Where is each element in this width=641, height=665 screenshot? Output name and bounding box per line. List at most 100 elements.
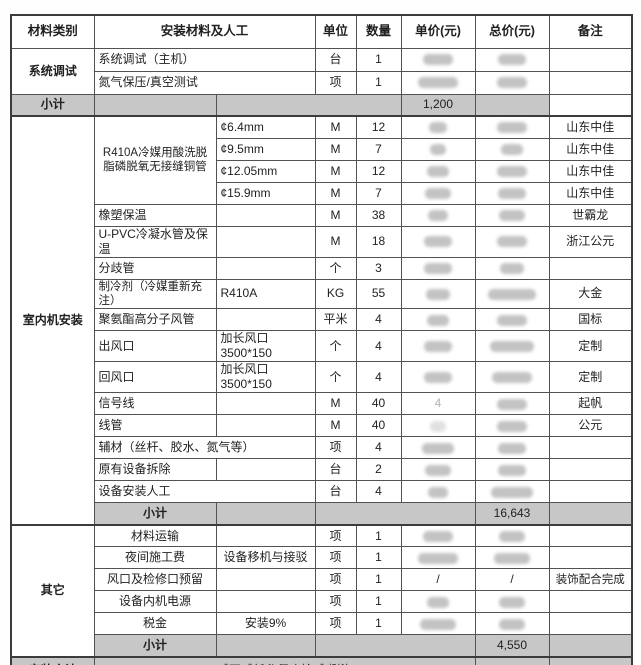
- cell-category: 安装合计: [10, 655, 95, 665]
- cell-remark: [548, 523, 633, 548]
- cell-item: R410A冷媒用酸洗脱脂磷脱氧无接缝铜管: [93, 115, 217, 205]
- cell-qty: 55: [355, 278, 402, 310]
- cell-total-price: [474, 480, 550, 504]
- cell-subtotal-label: 小计: [10, 93, 95, 117]
- cell-unit: 台: [314, 458, 357, 482]
- redacted-value: [429, 122, 448, 134]
- cell-spec: 加长风口 3500*150: [215, 361, 316, 394]
- cell-unit: 项: [314, 546, 357, 570]
- cell-qty: 4: [355, 330, 402, 363]
- row-wire-conduit: 线管 M 40 公元: [11, 414, 633, 438]
- cell-item: 原有设备拆除: [93, 458, 217, 482]
- cell-remark: 起帆: [548, 392, 633, 416]
- cell-spec: ¢9.5mm: [215, 137, 316, 161]
- redacted-value: [497, 314, 528, 326]
- cell-total-price: [474, 523, 550, 548]
- redacted-value: [498, 464, 527, 476]
- cell-merged: [215, 93, 402, 117]
- row-vent-access-reserve: 风口及检修口预留项 1// 装饰配合完成: [11, 568, 633, 592]
- cell-qty: 38: [355, 203, 402, 227]
- cell-spec: 安装9%: [215, 612, 316, 636]
- cell-remark: [548, 256, 633, 280]
- cell-unit: 平米: [314, 308, 357, 332]
- row-material-transport: 其它 材料运输项 1: [10, 523, 633, 658]
- cell-total-price: [474, 458, 550, 482]
- cell-total-price: [474, 361, 550, 394]
- cell-remark: 浙江公元: [548, 225, 633, 258]
- cell-item: 系统调试（主机）: [93, 47, 316, 72]
- col-unit: 单位: [314, 14, 357, 49]
- cell-item: 出风口: [93, 330, 217, 363]
- cell-spec: [215, 414, 316, 438]
- cell-unit: 个: [314, 256, 357, 280]
- redacted-value: [424, 262, 453, 274]
- cell-unit: 项: [314, 568, 357, 592]
- cell-spec: [215, 590, 316, 614]
- cell-unit-price: [400, 225, 476, 258]
- cell-spec: [215, 458, 316, 482]
- cell-qty: 1: [355, 523, 402, 548]
- redacted-value: [499, 618, 526, 630]
- redacted-value: [497, 398, 528, 410]
- cell-spec: [215, 203, 316, 227]
- cell-spec: [93, 93, 217, 117]
- cell-spec: ¢6.4mm: [215, 115, 316, 139]
- redacted-value: [500, 262, 525, 274]
- cell-item: 制冷剂（冷媒重新充注）: [93, 278, 217, 310]
- cell-spec: R410A: [215, 278, 316, 310]
- cell-unit-price: [400, 590, 476, 614]
- cell-remark: 大金: [548, 278, 633, 310]
- cell-total-price: 16,643: [474, 502, 550, 526]
- cell-qty: 7: [355, 137, 402, 161]
- cell-remark: [548, 458, 633, 482]
- cell-qty: 40: [355, 414, 402, 438]
- cell-unit-price: [400, 47, 476, 72]
- cell-unit-price: [400, 480, 476, 504]
- cell-total-price: [474, 203, 550, 227]
- cell-unit: 台: [314, 47, 357, 72]
- cell-total-price: 1,200: [400, 93, 476, 117]
- cell-unit-price: [400, 523, 476, 548]
- cell-spec: [215, 523, 316, 548]
- faded-value: 4: [434, 396, 442, 411]
- cell-total-price: [474, 137, 550, 161]
- row-branch-pipe: 分歧管 个 3: [11, 256, 633, 280]
- redacted-value: [498, 187, 527, 199]
- row-subtotal-3: 小计 4,550: [11, 634, 633, 658]
- row-pipe-9.5: ¢9.5mm M 7 山东中佳: [11, 137, 633, 161]
- cell-spec: [215, 256, 316, 280]
- redacted-value: [497, 165, 528, 177]
- cell-unit: M: [314, 414, 357, 438]
- redacted-value: [497, 77, 528, 89]
- cell-spec: [215, 502, 316, 526]
- redacted-value: [423, 54, 454, 66]
- cell-remark: 山东中佳: [548, 159, 633, 183]
- redacted-value: [497, 236, 528, 248]
- cell-spec: 设备移机与接驳: [215, 546, 316, 570]
- cell-remark: 山东中佳: [548, 137, 633, 161]
- cell-total-price: [474, 308, 550, 332]
- row-pu-duct: 聚氨酯高分子风管 平米 4 国标: [11, 308, 633, 332]
- cell-unit: 项: [314, 590, 357, 614]
- redacted-value: [428, 486, 449, 498]
- cell-unit: M: [314, 159, 357, 183]
- cell-item: 橡塑保温: [93, 203, 217, 227]
- row-return-vent: 回风口 加长风口 3500*150 个 4 定制: [11, 361, 633, 394]
- cell-item: U-PVC冷凝水管及保温: [93, 225, 217, 258]
- cell-total-price: [474, 546, 550, 570]
- cell-unit: M: [314, 392, 357, 416]
- row-pipe-15.9: ¢15.9mm M 7 山东中佳: [11, 181, 633, 205]
- cell-spec: [215, 634, 316, 658]
- cell-category: 室内机安装: [10, 115, 95, 526]
- row-subtotal-1: 小计 1,200: [10, 93, 632, 117]
- redacted-value: [499, 530, 526, 542]
- cell-unit-price: [400, 256, 476, 280]
- cell-remark: 山东中佳: [548, 181, 633, 205]
- cell-spec: [215, 568, 316, 592]
- cell-qty: 3: [355, 256, 402, 280]
- cell-category: 其它: [10, 523, 95, 658]
- row-outlet-vent: 出风口 加长风口 3500*150 个 4 定制: [11, 330, 633, 363]
- cell-unit: 个: [314, 330, 357, 363]
- redacted-value: [428, 209, 449, 221]
